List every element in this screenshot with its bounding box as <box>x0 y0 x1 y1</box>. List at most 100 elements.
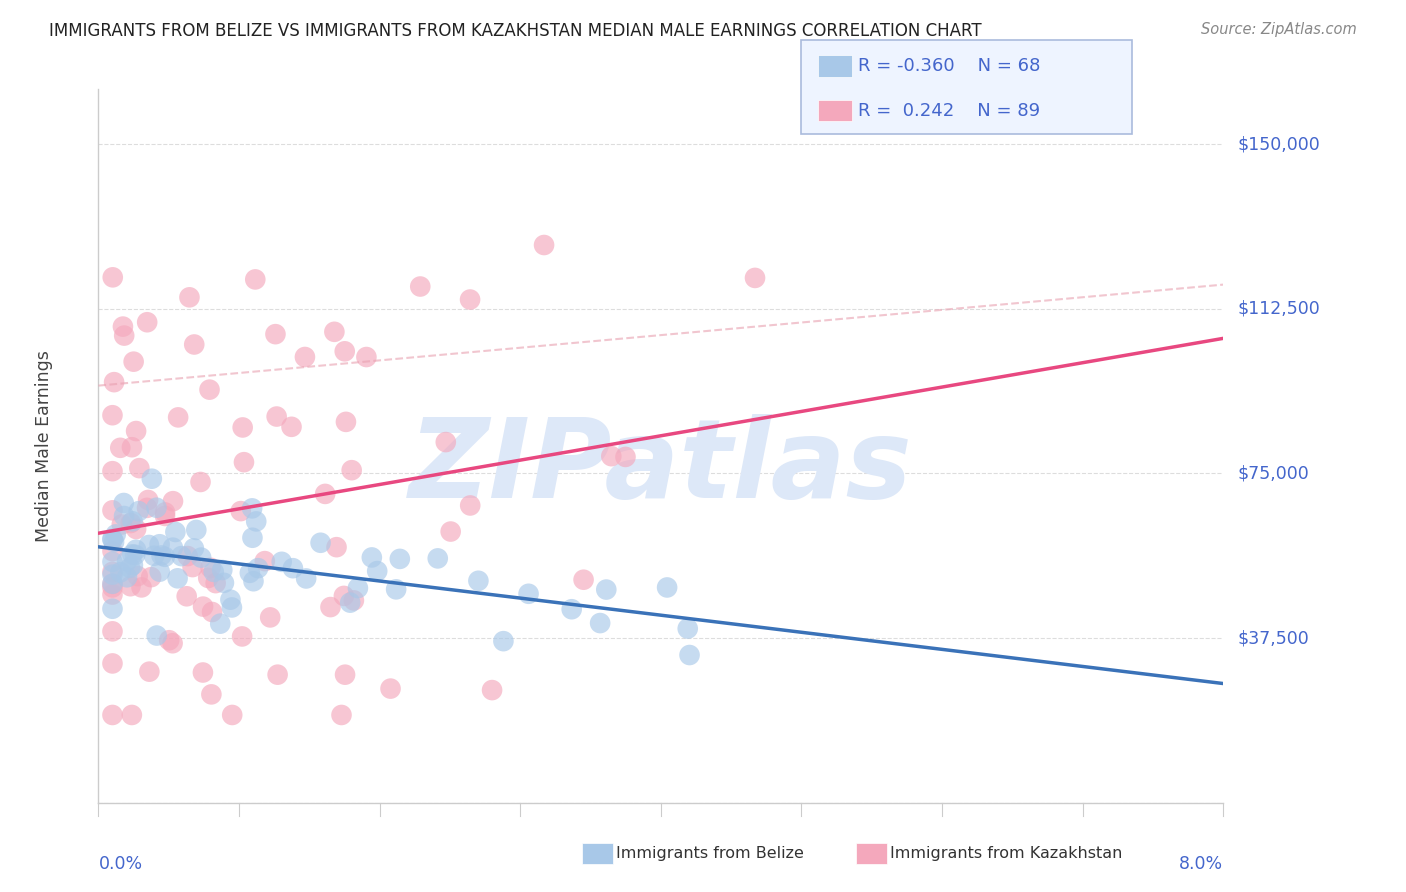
Point <box>676 622 699 636</box>
Point <box>561 602 583 616</box>
Text: Immigrants from Kazakhstan: Immigrants from Kazakhstan <box>890 847 1122 861</box>
Point <box>280 420 302 434</box>
Point <box>259 610 281 624</box>
Text: $37,500: $37,500 <box>1237 629 1309 647</box>
Point <box>121 440 143 454</box>
Point <box>281 561 304 575</box>
Point <box>131 581 153 595</box>
Point <box>101 577 124 591</box>
Text: $150,000: $150,000 <box>1237 135 1320 153</box>
Point <box>162 494 184 508</box>
Point <box>120 579 142 593</box>
Point <box>314 487 336 501</box>
Point <box>330 708 353 723</box>
Point <box>366 564 388 578</box>
Point <box>202 565 225 579</box>
Point <box>145 628 167 642</box>
Point <box>101 555 124 569</box>
Point <box>136 500 159 515</box>
Point <box>104 527 127 541</box>
Text: 8.0%: 8.0% <box>1180 855 1223 873</box>
Point <box>232 420 254 434</box>
Point <box>240 501 263 516</box>
Point <box>492 634 515 648</box>
Point <box>360 550 382 565</box>
Point <box>335 415 357 429</box>
Point <box>247 561 270 575</box>
Point <box>111 517 134 532</box>
Point <box>128 504 150 518</box>
Point <box>209 616 232 631</box>
Point <box>124 548 146 562</box>
Point <box>122 354 145 368</box>
Point <box>125 522 148 536</box>
Point <box>115 554 138 568</box>
Point <box>121 547 143 561</box>
Point <box>170 549 193 563</box>
Point <box>112 508 135 523</box>
Point <box>190 475 212 489</box>
Point <box>127 569 149 583</box>
Point <box>458 293 481 307</box>
Point <box>136 315 159 329</box>
Point <box>128 461 150 475</box>
Point <box>200 687 222 701</box>
Point <box>426 551 449 566</box>
Point <box>347 581 370 595</box>
Point <box>125 424 148 438</box>
Point <box>145 500 167 515</box>
Point <box>242 574 264 589</box>
Point <box>112 496 135 510</box>
Point <box>136 493 159 508</box>
Point <box>239 566 262 580</box>
Text: $75,000: $75,000 <box>1237 465 1309 483</box>
Point <box>589 616 612 631</box>
Point <box>434 435 457 450</box>
Point <box>385 582 408 597</box>
Point <box>101 581 124 595</box>
Point <box>458 499 481 513</box>
Point <box>191 665 214 680</box>
Point <box>270 555 292 569</box>
Point <box>333 667 356 681</box>
Point <box>655 581 678 595</box>
Text: R = -0.360    N = 68: R = -0.360 N = 68 <box>858 57 1040 75</box>
Point <box>165 524 187 539</box>
Point <box>221 600 243 615</box>
Point <box>614 450 637 464</box>
Point <box>150 549 173 563</box>
Text: R =  0.242    N = 89: R = 0.242 N = 89 <box>858 102 1040 120</box>
Point <box>294 350 316 364</box>
Point <box>388 552 411 566</box>
Point <box>101 544 124 558</box>
Point <box>181 560 204 574</box>
Point <box>242 531 264 545</box>
Point <box>183 337 205 351</box>
Point <box>101 532 124 546</box>
Point <box>118 561 141 575</box>
Point <box>200 560 222 574</box>
Point <box>233 455 256 469</box>
Point <box>141 472 163 486</box>
Point <box>101 708 124 723</box>
Point <box>183 541 205 556</box>
Point <box>153 549 176 564</box>
Text: $112,500: $112,500 <box>1237 300 1320 318</box>
Point <box>190 550 212 565</box>
Point <box>122 558 145 573</box>
Point <box>253 554 276 568</box>
Point <box>266 667 288 681</box>
Point <box>101 624 124 639</box>
Point <box>115 570 138 584</box>
Point <box>101 408 124 422</box>
Point <box>149 537 172 551</box>
Point <box>101 588 124 602</box>
Point <box>103 535 125 549</box>
Point <box>101 567 124 582</box>
Point <box>219 592 242 607</box>
Point <box>121 708 143 723</box>
Point <box>110 441 132 455</box>
Point <box>103 375 125 389</box>
Point <box>264 327 287 342</box>
Text: Immigrants from Belize: Immigrants from Belize <box>616 847 804 861</box>
